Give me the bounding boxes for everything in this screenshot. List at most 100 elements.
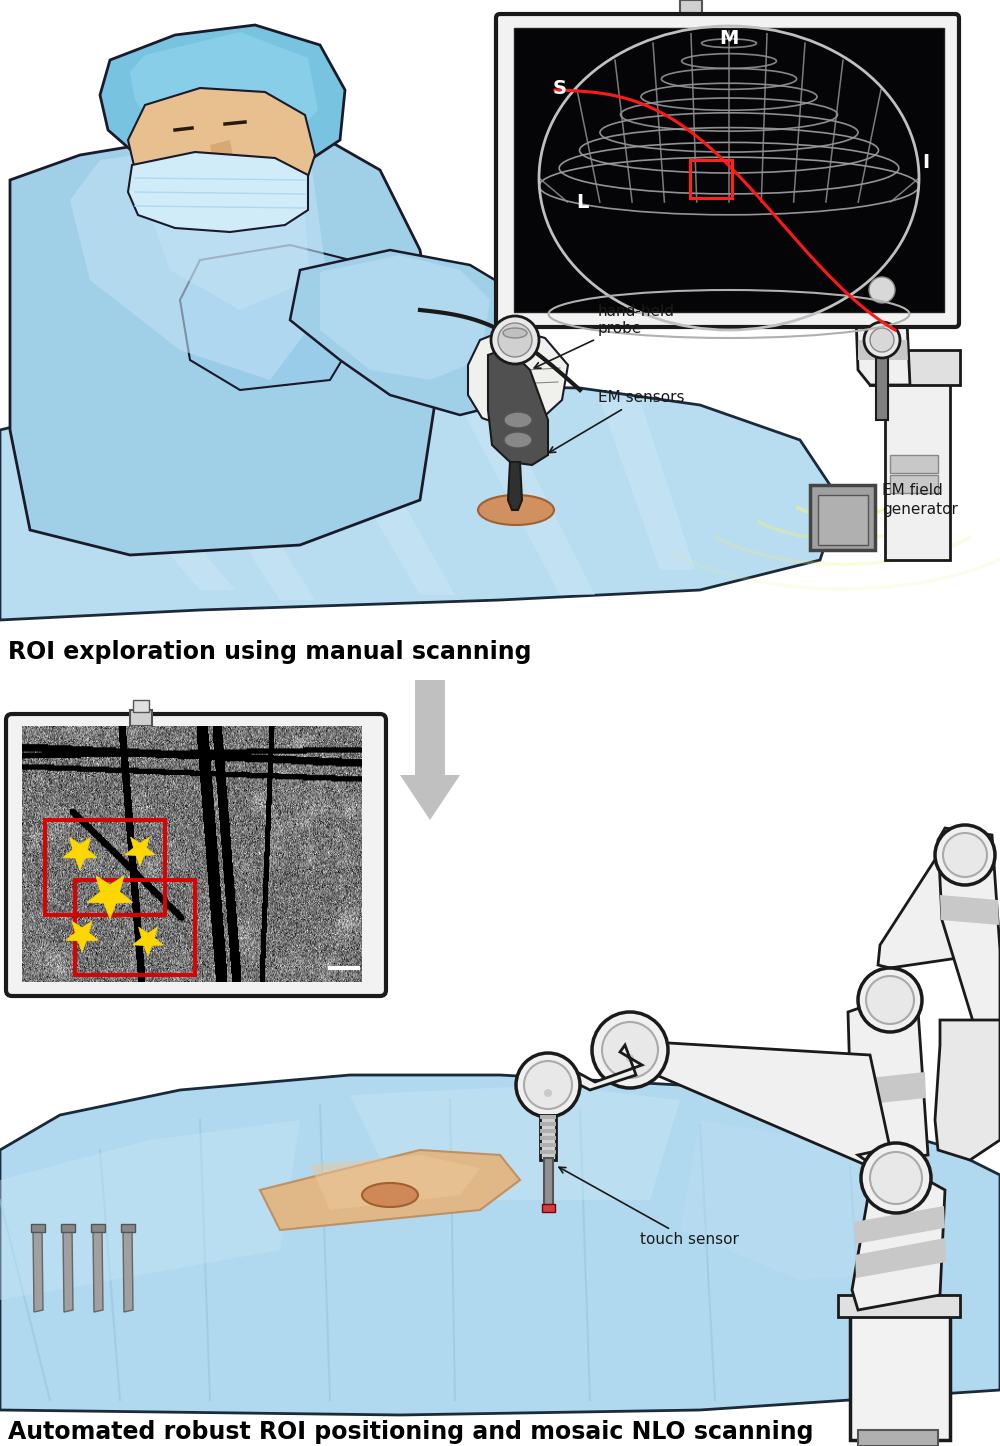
- Circle shape: [491, 317, 539, 364]
- Text: Automated robust ROI positioning and mosaic NLO scanning: Automated robust ROI positioning and mos…: [8, 1420, 814, 1445]
- Ellipse shape: [478, 495, 554, 525]
- Polygon shape: [852, 1176, 945, 1310]
- Circle shape: [862, 252, 902, 292]
- Text: ROI exploration using manual scanning: ROI exploration using manual scanning: [8, 641, 532, 664]
- Bar: [876, 340, 888, 419]
- Circle shape: [870, 328, 894, 351]
- Circle shape: [864, 322, 900, 359]
- Bar: [540, 1142, 556, 1147]
- Bar: [858, 1430, 938, 1446]
- Bar: [542, 1205, 555, 1212]
- Polygon shape: [63, 1228, 73, 1312]
- Polygon shape: [935, 1019, 1000, 1160]
- FancyBboxPatch shape: [6, 714, 386, 996]
- Polygon shape: [73, 453, 83, 526]
- Text: L: L: [576, 192, 588, 211]
- Polygon shape: [415, 680, 445, 775]
- Polygon shape: [855, 1238, 946, 1278]
- Circle shape: [869, 278, 895, 304]
- Bar: [544, 1158, 553, 1207]
- Bar: [850, 1310, 950, 1440]
- Bar: [540, 1122, 556, 1126]
- Circle shape: [516, 1053, 580, 1116]
- Polygon shape: [508, 463, 522, 510]
- Polygon shape: [488, 348, 548, 466]
- Polygon shape: [320, 254, 490, 380]
- Polygon shape: [130, 32, 318, 147]
- Circle shape: [943, 833, 987, 878]
- Circle shape: [861, 1142, 931, 1213]
- Circle shape: [854, 244, 910, 299]
- Polygon shape: [133, 927, 163, 956]
- Polygon shape: [210, 140, 235, 172]
- Bar: [540, 1115, 556, 1119]
- Polygon shape: [300, 390, 455, 594]
- Text: EM sensors: EM sensors: [549, 390, 684, 453]
- Polygon shape: [50, 415, 235, 590]
- Polygon shape: [70, 142, 330, 380]
- Polygon shape: [848, 1001, 928, 1163]
- Bar: [870, 350, 960, 385]
- Polygon shape: [123, 1228, 133, 1312]
- Polygon shape: [400, 775, 460, 820]
- Circle shape: [602, 1022, 658, 1079]
- Bar: [540, 1137, 556, 1139]
- Circle shape: [870, 1152, 922, 1205]
- Bar: [540, 1129, 556, 1134]
- Polygon shape: [310, 1155, 480, 1210]
- Polygon shape: [135, 453, 145, 526]
- Polygon shape: [858, 340, 908, 360]
- Text: EM field
generator: EM field generator: [882, 483, 958, 518]
- Circle shape: [885, 95, 931, 142]
- Circle shape: [544, 1089, 552, 1098]
- Polygon shape: [450, 388, 595, 594]
- Polygon shape: [540, 1045, 642, 1090]
- Ellipse shape: [504, 412, 532, 428]
- Polygon shape: [33, 1228, 43, 1312]
- Polygon shape: [600, 401, 695, 570]
- Circle shape: [858, 967, 922, 1032]
- Circle shape: [935, 826, 995, 885]
- Bar: [91, 1223, 105, 1232]
- Bar: [680, 0, 702, 30]
- Polygon shape: [43, 453, 53, 526]
- Bar: [838, 1296, 960, 1317]
- Circle shape: [498, 322, 532, 357]
- Ellipse shape: [503, 328, 527, 338]
- Bar: [101, 450, 115, 458]
- Text: hand-held
probe: hand-held probe: [534, 304, 675, 369]
- Polygon shape: [93, 1228, 103, 1312]
- Polygon shape: [940, 895, 999, 925]
- Bar: [690, 161, 732, 198]
- Circle shape: [876, 85, 940, 150]
- Bar: [868, 291, 896, 346]
- Circle shape: [626, 1054, 634, 1061]
- Polygon shape: [350, 1084, 680, 1200]
- Polygon shape: [0, 1121, 300, 1300]
- Circle shape: [862, 270, 902, 309]
- Text: touch sensor: touch sensor: [559, 1167, 739, 1248]
- Bar: [75, 881, 195, 975]
- Bar: [540, 1115, 556, 1160]
- Circle shape: [592, 1012, 668, 1087]
- Bar: [31, 1223, 45, 1232]
- Polygon shape: [260, 1150, 520, 1231]
- Polygon shape: [87, 876, 133, 920]
- Bar: [890, 455, 938, 473]
- Text: I: I: [922, 152, 930, 172]
- Bar: [45, 820, 165, 915]
- Bar: [514, 27, 944, 312]
- Polygon shape: [290, 250, 545, 415]
- Polygon shape: [468, 328, 568, 428]
- Ellipse shape: [362, 1183, 418, 1207]
- FancyBboxPatch shape: [496, 14, 959, 327]
- Polygon shape: [180, 244, 360, 390]
- Bar: [41, 450, 55, 458]
- Bar: [810, 484, 875, 549]
- Polygon shape: [128, 88, 315, 205]
- Bar: [885, 380, 950, 560]
- Polygon shape: [145, 137, 310, 309]
- Bar: [133, 450, 147, 458]
- Bar: [61, 1223, 75, 1232]
- Text: M: M: [719, 29, 739, 48]
